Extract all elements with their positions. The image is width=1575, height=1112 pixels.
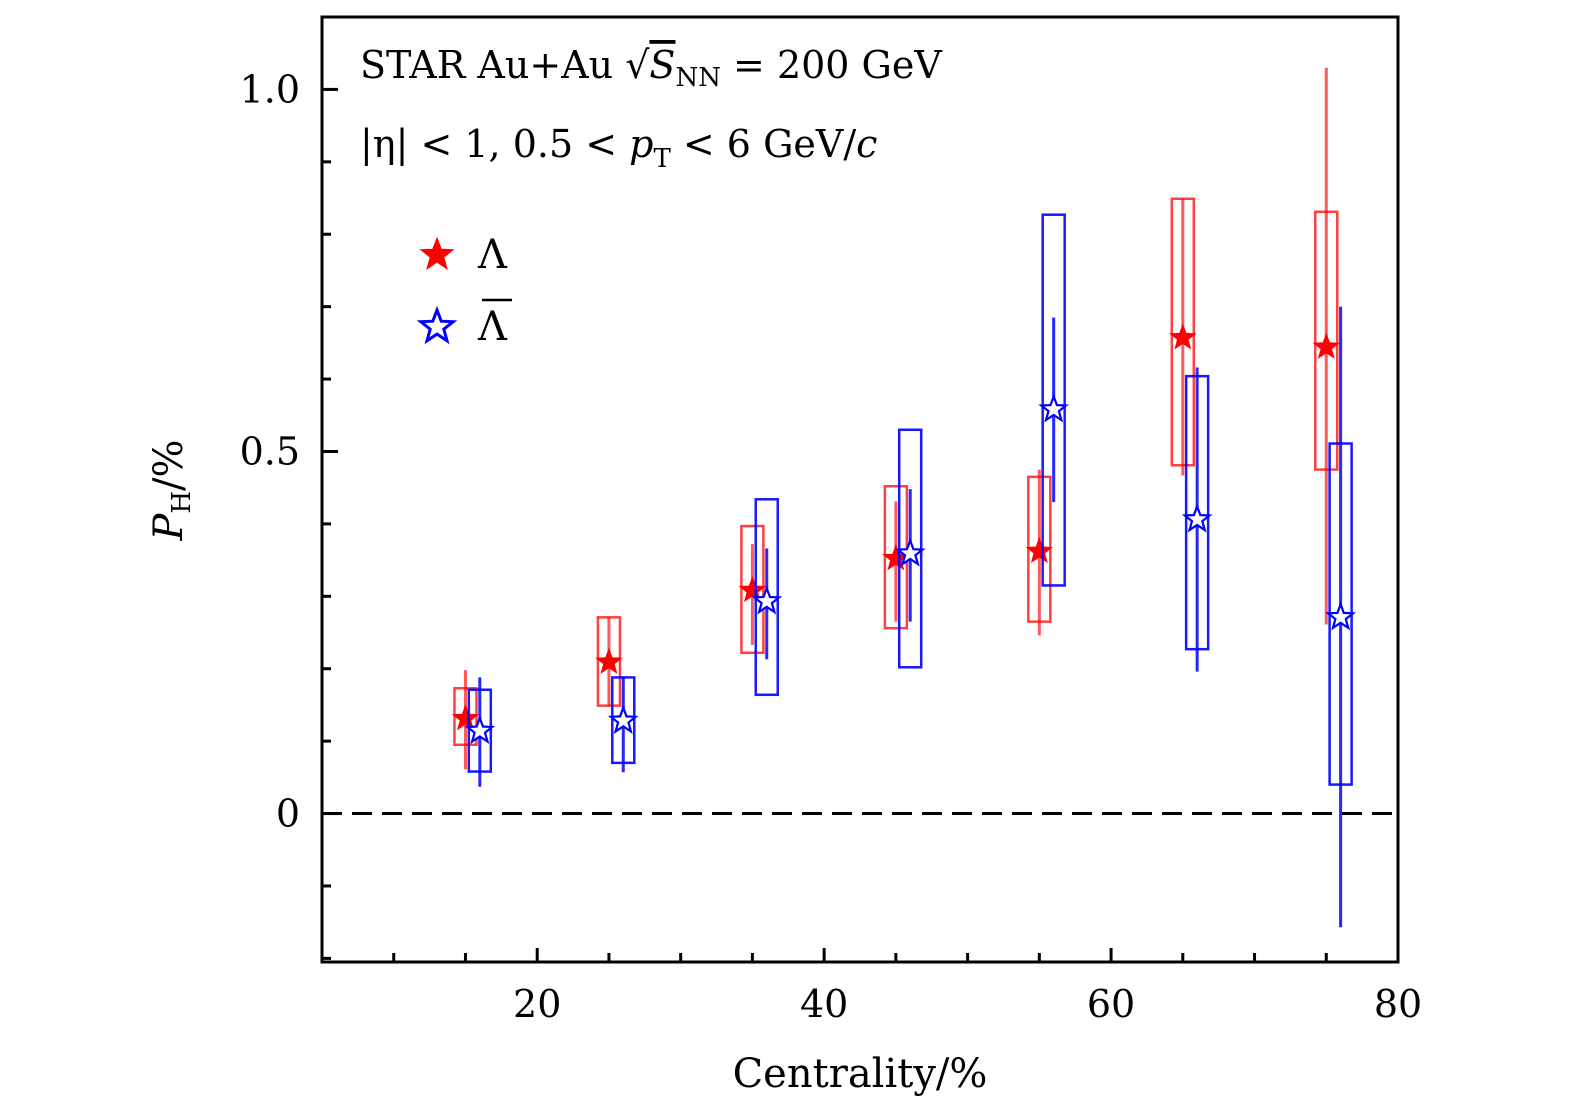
pt-range: < 6 GeV/ xyxy=(671,122,857,166)
filled-star-marker xyxy=(1169,323,1197,350)
filled-star-marker xyxy=(1312,332,1340,359)
kinematic-cuts: |η| < 1, 0.5 < pT < 6 GeV/c xyxy=(360,122,877,174)
eta-cut: |η| < 1, 0.5 < xyxy=(360,122,629,166)
legend-marker-antilambda xyxy=(416,305,458,345)
axis-ticks: 20 40 60 80 0 0.5 1.0 xyxy=(240,15,1422,1026)
x-tick-label: 40 xyxy=(800,982,848,1026)
plot-frame xyxy=(320,15,1400,964)
open-star-marker xyxy=(1038,393,1069,423)
collision-label: STAR Au+Au √SNN = 200 GeV xyxy=(360,43,942,93)
y-tick-label: 1.0 xyxy=(240,67,300,111)
series-lambda xyxy=(451,67,1340,770)
open-star-marker xyxy=(751,585,783,615)
open-star-marker xyxy=(1325,601,1356,631)
legend-label-lambda: Λ xyxy=(477,232,508,278)
pt-variable: p xyxy=(629,122,653,166)
ylabel-variable: P xyxy=(146,513,192,542)
x-tick-label: 80 xyxy=(1374,982,1422,1026)
filled-star-marker xyxy=(1025,536,1054,564)
energy-value: = 200 GeV xyxy=(721,43,942,87)
x-tick-label: 20 xyxy=(513,982,561,1026)
filled-star-marker xyxy=(595,647,623,674)
legend-label-antilambda: Λ xyxy=(477,304,508,350)
y-tick-label: 0.5 xyxy=(240,429,300,473)
collision-text: STAR Au+Au xyxy=(360,43,625,87)
plot-marks xyxy=(451,67,1356,928)
y-tick-label: 0 xyxy=(276,792,300,836)
ylabel-subscript: H xyxy=(167,491,197,514)
systematic-box xyxy=(1041,213,1066,587)
energy-variable: S xyxy=(649,43,675,87)
x-tick-label: 60 xyxy=(1087,982,1135,1026)
ylabel-unit: /% xyxy=(146,439,192,490)
open-star-marker xyxy=(607,704,639,734)
y-axis-label: PH/% xyxy=(146,439,197,541)
filled-star-marker xyxy=(451,704,480,731)
series-antilambda xyxy=(464,213,1356,928)
c-unit: c xyxy=(856,122,877,166)
legend-marker-lambda xyxy=(419,236,455,270)
sqrt-symbol: √ xyxy=(625,43,650,87)
legend: Λ Λ xyxy=(416,232,512,350)
open-star-marker xyxy=(894,537,926,567)
open-star-marker xyxy=(1181,503,1213,533)
open-star-marker xyxy=(464,714,496,745)
systematic-box xyxy=(740,524,765,655)
pt-subscript: T xyxy=(653,144,671,174)
x-axis-label: Centrality/% xyxy=(733,1051,988,1097)
energy-subscript: NN xyxy=(675,63,721,93)
filled-star-marker xyxy=(738,576,767,603)
